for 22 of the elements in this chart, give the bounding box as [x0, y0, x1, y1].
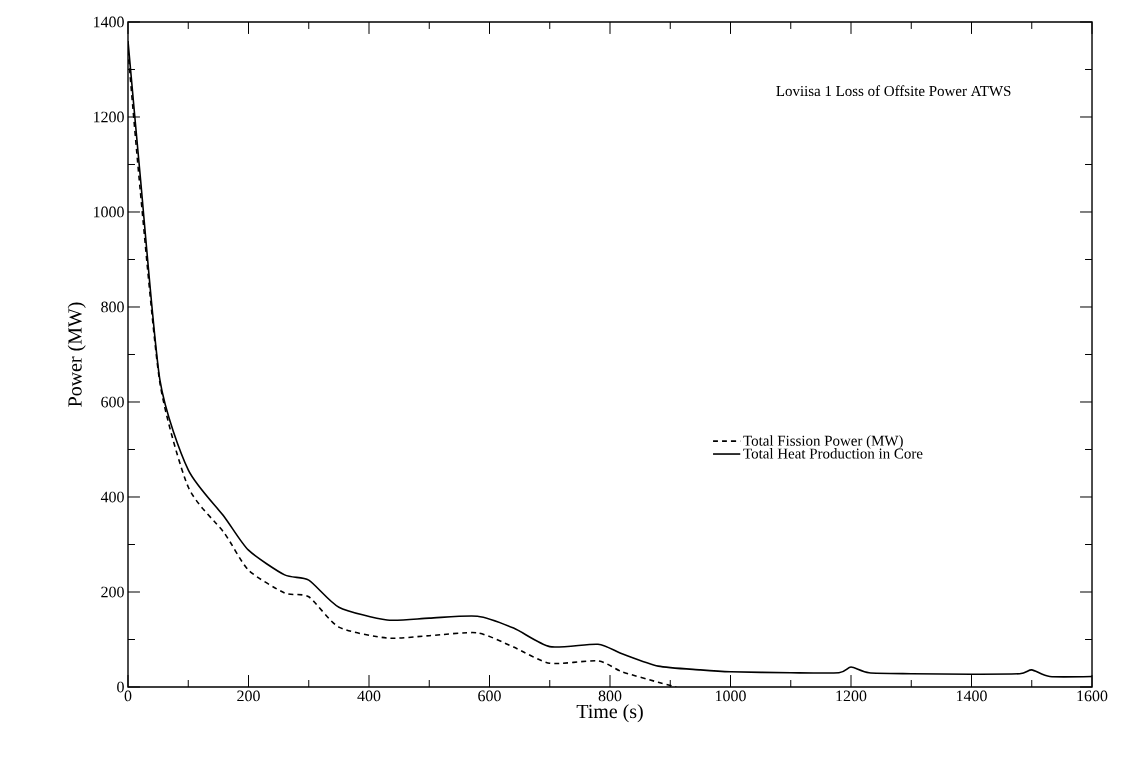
x-tick-label: 1200 [836, 690, 867, 702]
x-tick-label: 0 [124, 690, 132, 702]
annotation: Loviisa 1 Loss of Offsite Power ATWS [776, 85, 1011, 97]
y-tick-label: 1200 [94, 111, 124, 123]
y-tick-label: 400 [100, 491, 124, 503]
legend-label: Total Fission Power (MW) [743, 435, 903, 449]
x-tick-label: 800 [598, 690, 622, 702]
y-tick-label: 1000 [94, 206, 124, 218]
legend-label: Total Heat Production in Core [743, 448, 923, 459]
x-axis-title: Time (s) [576, 704, 643, 723]
y-tick-label: 0 [117, 681, 124, 693]
x-tick-label: 1600 [1077, 690, 1108, 702]
y-tick-label: 1400 [94, 16, 124, 28]
x-tick-label: 200 [237, 690, 260, 702]
y-axis-title: Power (MW) [67, 302, 86, 407]
x-tick-label: 1400 [956, 690, 987, 702]
x-tick-label: 1000 [715, 690, 746, 702]
y-tick-label: 800 [101, 301, 124, 313]
x-tick-label: 600 [478, 690, 501, 702]
y-tick-label: 600 [101, 396, 124, 408]
y-tick-label: 200 [101, 586, 124, 598]
x-tick-label: 400 [357, 690, 381, 702]
